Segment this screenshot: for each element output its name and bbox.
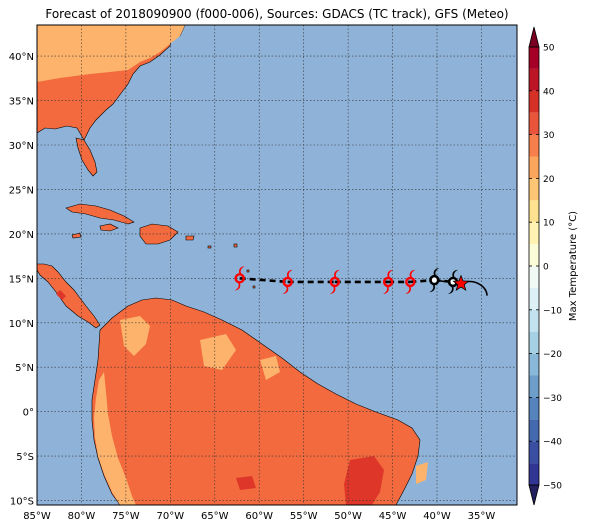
lon-tick-label: 45°W: [379, 511, 407, 522]
lat-tick-label: 5°N: [15, 363, 34, 374]
colorbar-band: [529, 200, 539, 223]
lon-tick-label: 55°W: [290, 511, 318, 522]
colorbar-label: Max Temperature (°C): [568, 211, 579, 321]
colorbar-band: [529, 309, 539, 332]
hurricane-arm-bottom: [383, 285, 389, 294]
hurricane-eye-fill: [431, 277, 437, 283]
storm-positions: [234, 266, 470, 294]
colorbar-band: [529, 112, 539, 135]
hurricane-arm-bottom: [282, 285, 289, 294]
lon-tick-label: 35°W: [468, 511, 496, 522]
hurricane-arm-top: [239, 266, 245, 275]
land-north-america: [37, 25, 186, 177]
colorbar-tick-label: 40: [543, 87, 555, 97]
lon-tick-label: 50°W: [334, 511, 362, 522]
lat-tick-label: 30°N: [9, 141, 34, 152]
map-panel: [37, 25, 517, 505]
lon-tick-label: 75°W: [112, 511, 140, 522]
land-south-america: [91, 297, 428, 505]
hurricane-eye: [234, 273, 245, 284]
hurricane-symbol-black: [429, 268, 440, 293]
lat-tick-label: 35°N: [9, 97, 34, 108]
colorbar-tick-label: −20: [543, 350, 562, 360]
hurricane-arm-bottom: [405, 285, 411, 294]
lon-tick-label: 65°W: [201, 511, 229, 522]
hurricane-symbol-red: [329, 269, 340, 294]
colorbar-band: [529, 222, 539, 245]
hurricane-eye: [329, 276, 340, 288]
lat-tick-label: 10°N: [9, 319, 34, 330]
land-caribbean: [65, 203, 195, 245]
land-islands: [207, 243, 256, 289]
hurricane-arm-top: [334, 269, 340, 278]
track-segment: [239, 277, 288, 284]
colorbar-band: [529, 375, 539, 398]
colorbar-band: [529, 90, 539, 113]
colorbar-tick-label: 50: [543, 44, 555, 54]
hurricane-arm-bottom: [234, 282, 241, 291]
colorbar-tick-label: 10: [543, 219, 555, 229]
colorbar-band: [529, 463, 539, 485]
hurricane-eye-fill: [450, 279, 456, 285]
hurricane-arm-top: [387, 269, 394, 278]
lat-tick-label: 0°: [23, 408, 34, 419]
lat-tick-label: 25°N: [9, 185, 34, 196]
hurricane-arm-top: [452, 269, 458, 278]
hurricane-eye: [382, 276, 394, 288]
colorbar-tick-label: −50: [543, 482, 562, 492]
colorbar-band: [529, 287, 539, 310]
lon-tick-label: 60°W: [245, 511, 273, 522]
figure-title: Forecast of 2018090900 (f000-006), Sourc…: [45, 7, 508, 21]
lat-tick-label: 15°N: [9, 274, 34, 285]
colorbar-band: [529, 244, 539, 266]
hurricane-eye: [429, 274, 440, 286]
colorbar-tick-label: −30: [543, 394, 562, 404]
colorbar-extend-low: [528, 484, 540, 506]
colorbar-band: [529, 178, 539, 201]
land-central-america: [37, 263, 101, 329]
colorbar-band: [529, 266, 539, 288]
longitude-tick-labels: 85°W 80°W 75°W 70°W 65°W 60°W 55°W 50°W 45°W 40°W…: [23, 511, 495, 522]
colorbar-band: [529, 68, 539, 91]
colorbar-band: [529, 353, 539, 376]
lat-tick-label: 40°N: [9, 52, 34, 63]
colorbar-tick-label: −10: [543, 306, 562, 316]
colorbar-tick-label: 30: [543, 131, 555, 141]
hurricane-symbol-red: [282, 269, 293, 294]
hurricane-arm-bottom: [448, 285, 454, 294]
colorbar-tick-label: 0: [543, 263, 549, 273]
latitude-tick-labels: 40°N 35°N 30°N 25°N 20°N 15°N 10°N 5°N 0° 5°S 10°S: [9, 52, 34, 507]
hurricane-symbol-red: [405, 269, 416, 294]
colorbar-band: [529, 156, 539, 179]
lat-tick-label: 5°S: [16, 452, 34, 463]
hurricane-arm-top: [433, 268, 440, 277]
hurricane-eye: [405, 276, 416, 288]
colorbar-tick-label: 20: [543, 175, 555, 185]
lon-tick-label: 40°W: [423, 511, 451, 522]
hurricane-eye: [282, 276, 293, 288]
colorbar-band: [529, 441, 539, 464]
hurricane-arm-top: [409, 269, 416, 278]
lon-tick-label: 80°W: [68, 511, 96, 522]
lon-tick-label: 70°W: [157, 511, 185, 522]
colorbar-band: [529, 134, 539, 157]
colorbar-band: [529, 47, 539, 69]
colorbar-band: [529, 397, 539, 420]
lat-tick-label: 10°S: [10, 497, 34, 508]
hurricane-arm-top: [287, 269, 293, 278]
lon-tick-label: 85°W: [23, 511, 51, 522]
hurricane-arm-bottom: [329, 285, 336, 294]
map-frame: [36, 24, 518, 506]
hurricane-symbol-red: [382, 269, 394, 294]
lat-tick-label: 20°N: [9, 230, 34, 241]
star-icon: [452, 274, 470, 292]
hurricane-symbol-red: [234, 266, 245, 291]
colorbar-band: [529, 331, 539, 354]
colorbar-extend-high: [528, 26, 540, 48]
colorbar-band: [529, 419, 539, 442]
colorbar-tick-label: −40: [543, 438, 562, 448]
hurricane-arm-bottom: [429, 284, 435, 293]
colorbar: 50 40 30 20 10 0 −10 −20 −30 −40 −50: [528, 26, 562, 506]
